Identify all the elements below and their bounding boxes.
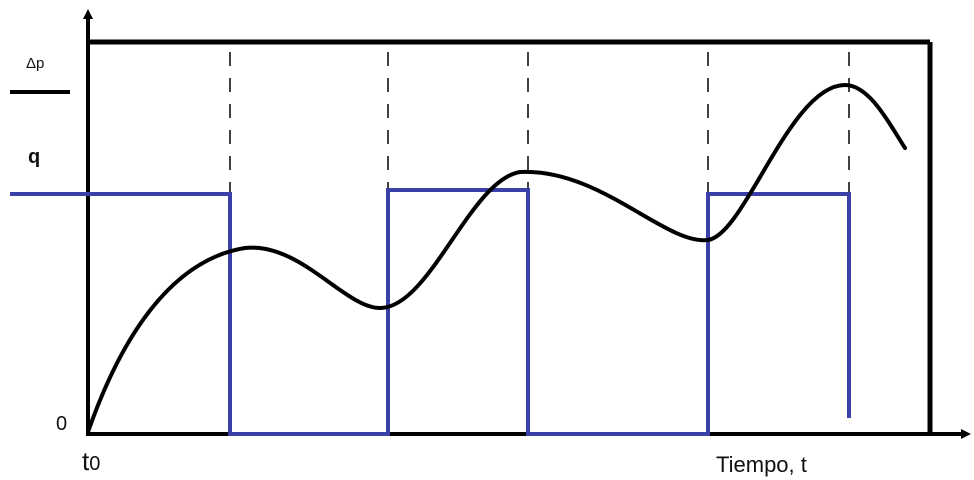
q-label: q [28,146,40,168]
t0-subscript: 0 [89,453,100,475]
pressure-response-curve [86,83,907,434]
t0-base: t [82,446,90,476]
dashed-guides [229,52,850,195]
delta-p-label: Δp [26,55,44,72]
rate-step-curve [10,188,851,436]
t0-label: t0 [82,446,100,476]
x-axis-label: Tiempo, t [716,452,807,477]
origin-zero-label: 0 [56,413,67,435]
